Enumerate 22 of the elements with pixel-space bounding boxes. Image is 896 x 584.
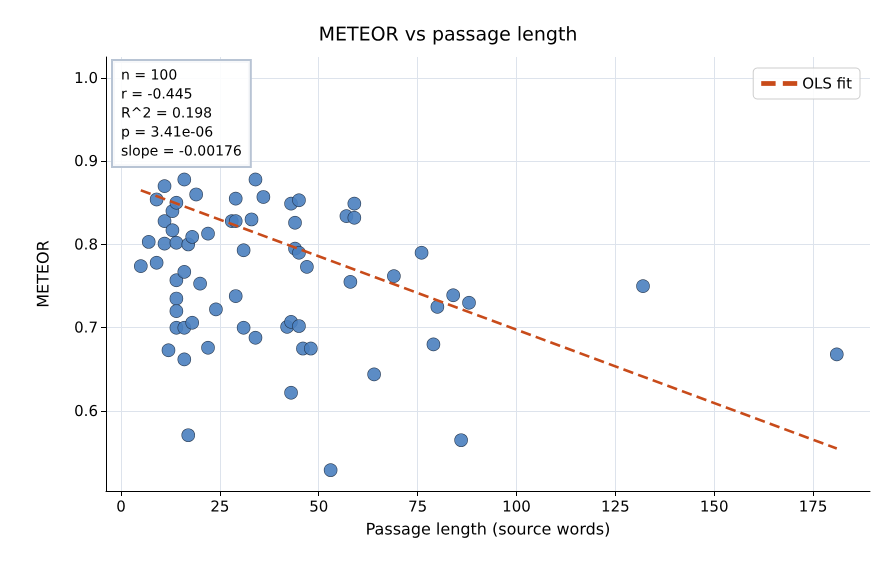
legend-label: OLS fit (802, 74, 852, 92)
annotation: n = 100 (121, 68, 178, 84)
x-tick-label: 0 (116, 498, 126, 516)
x-tick-label: 125 (601, 498, 630, 516)
y-tick-label: 1.0 (74, 68, 98, 87)
y-tick-label: 0.7 (74, 318, 98, 337)
annotation: slope = -0.00176 (121, 144, 242, 160)
y-tick-label: 0.9 (74, 152, 98, 170)
x-tick-label: 100 (502, 498, 531, 516)
y-tick-label: 0.8 (74, 235, 98, 254)
y-tick-label: 0.6 (74, 402, 98, 420)
x-tick-label: 50 (309, 498, 328, 516)
annotation: p = 3.41e-06 (121, 124, 214, 140)
x-tick-label: 175 (798, 498, 828, 516)
y-axis-title: METEOR (34, 240, 52, 308)
annotation: r = -0.445 (121, 86, 193, 102)
annotation: R^2 = 0.198 (121, 106, 212, 122)
x-axis-title: Passage length (source words) (366, 520, 610, 538)
x-tick-label: 150 (700, 498, 729, 516)
x-tick-label: 25 (210, 498, 230, 516)
x-tick-label: 75 (408, 498, 428, 516)
chart-title: METEOR vs passage length (318, 24, 578, 46)
